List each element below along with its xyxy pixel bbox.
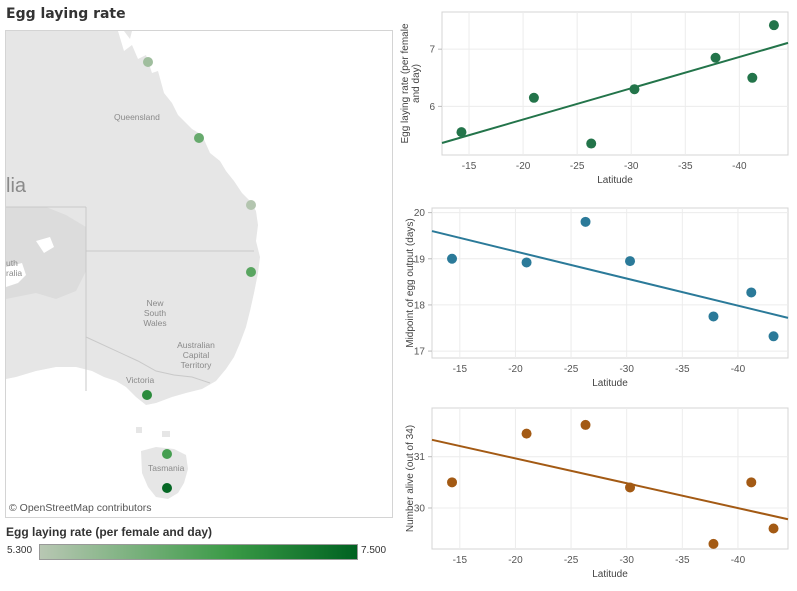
- x-axis-label: Latitude: [597, 175, 633, 186]
- x-tick-label: -15: [453, 364, 468, 375]
- map-label-queensland: Queensland: [114, 112, 160, 122]
- y-tick-label: 20: [414, 208, 426, 219]
- trend-line: [431, 230, 789, 319]
- x-tick-label: -35: [678, 161, 693, 172]
- x-axis-label: Latitude: [592, 378, 628, 389]
- x-tick-label: -25: [564, 555, 579, 566]
- data-point[interactable]: [768, 331, 779, 342]
- legend-max-label: 7.500: [361, 545, 387, 556]
- x-tick-label: -40: [731, 555, 746, 566]
- data-point[interactable]: [747, 72, 758, 83]
- y-axis-label: Number alive (out of 34): [405, 425, 416, 532]
- plot-area: [441, 11, 789, 156]
- map-site-marker[interactable]: [246, 200, 256, 210]
- y-tick-label: 7: [429, 45, 435, 56]
- plot-area: [431, 407, 789, 550]
- legend-title: Egg laying rate (per female and day): [6, 525, 213, 539]
- x-tick-label: -40: [732, 161, 747, 172]
- data-point[interactable]: [625, 482, 636, 493]
- x-tick-label: -35: [675, 364, 690, 375]
- x-tick-label: -25: [570, 161, 585, 172]
- map-label-tasmania: Tasmania: [148, 463, 185, 473]
- x-tick-label: -20: [508, 555, 523, 566]
- data-point[interactable]: [625, 256, 636, 267]
- y-tick-label: 18: [414, 300, 426, 311]
- map-label-victoria: Victoria: [126, 375, 155, 385]
- color-legend-bar: [39, 544, 358, 560]
- trend-line: [441, 41, 789, 144]
- data-point[interactable]: [710, 52, 721, 63]
- data-point[interactable]: [528, 92, 539, 103]
- egg-laying-rate-chart: -15 -20 -25 -30 -35 -40 6 7 Latitude Egg laying r…: [400, 11, 789, 186]
- data-point[interactable]: [447, 253, 458, 264]
- data-point[interactable]: [746, 287, 757, 298]
- x-tick-label: -25: [564, 364, 579, 375]
- map-site-marker[interactable]: [162, 483, 172, 493]
- y-tick-label: 19: [414, 254, 426, 265]
- map-site-marker[interactable]: [162, 449, 172, 459]
- data-point[interactable]: [521, 257, 532, 268]
- y-axis-label: Egg laying rate (per femaleand day): [400, 23, 422, 144]
- y-tick-label: 17: [414, 347, 426, 358]
- map-site-marker[interactable]: [246, 267, 256, 277]
- data-point[interactable]: [768, 523, 779, 534]
- x-tick-label: -20: [516, 161, 531, 172]
- data-point[interactable]: [447, 477, 458, 488]
- x-tick-label: -15: [462, 161, 477, 172]
- data-point[interactable]: [746, 477, 757, 488]
- map-label-new-south-wales: New South Wales: [143, 298, 167, 328]
- map-attribution[interactable]: © OpenStreetMap contributors: [9, 502, 152, 514]
- data-point[interactable]: [456, 127, 467, 138]
- map-site-marker[interactable]: [142, 390, 152, 400]
- y-tick-label: 30: [414, 503, 426, 514]
- map-site-marker[interactable]: [194, 133, 204, 143]
- x-tick-label: -20: [508, 364, 523, 375]
- map-view[interactable]: Queensland lia uth ralia New South Wales…: [5, 30, 393, 518]
- map-label-act: Australian Capital Territory: [177, 340, 215, 370]
- map-site-marker[interactable]: [143, 57, 153, 67]
- data-point[interactable]: [521, 428, 532, 439]
- data-point[interactable]: [708, 311, 719, 322]
- x-axis-label: Latitude: [592, 569, 628, 580]
- data-point[interactable]: [580, 419, 591, 430]
- data-point[interactable]: [629, 84, 640, 95]
- x-tick-label: -30: [619, 555, 634, 566]
- egg-output-midpoint-chart: -15 -20 -25 -30 -35 -40 17 18 19 20 Latitude Midpoi…: [405, 207, 789, 389]
- map-basemap: [6, 31, 392, 517]
- y-axis-label: Midpoint of egg output (days): [405, 218, 416, 348]
- trend-line: [431, 438, 789, 521]
- data-point[interactable]: [586, 138, 597, 149]
- legend-min-label: 5.300: [7, 545, 33, 556]
- x-tick-label: -40: [731, 364, 746, 375]
- y-tick-label: 6: [429, 102, 435, 113]
- data-point[interactable]: [768, 20, 779, 31]
- data-point[interactable]: [708, 538, 719, 549]
- map-site-markers: [142, 57, 256, 493]
- x-tick-label: -15: [453, 555, 468, 566]
- map-label-south-fragment: uth: [6, 258, 18, 268]
- y-tick-label: 31: [414, 452, 426, 463]
- plot-area: [431, 207, 789, 359]
- x-tick-label: -35: [675, 555, 690, 566]
- data-point[interactable]: [580, 216, 591, 227]
- x-tick-label: -30: [619, 364, 634, 375]
- x-tick-label: -30: [624, 161, 639, 172]
- map-label-australia-fragment: lia: [6, 175, 27, 197]
- map-label-australia-fragment-small: ralia: [6, 268, 23, 278]
- page-title: Egg laying rate: [6, 6, 126, 22]
- number-alive-chart: -15 -20 -25 -30 -35 -40 30 31 Latitude Number ali…: [405, 407, 789, 580]
